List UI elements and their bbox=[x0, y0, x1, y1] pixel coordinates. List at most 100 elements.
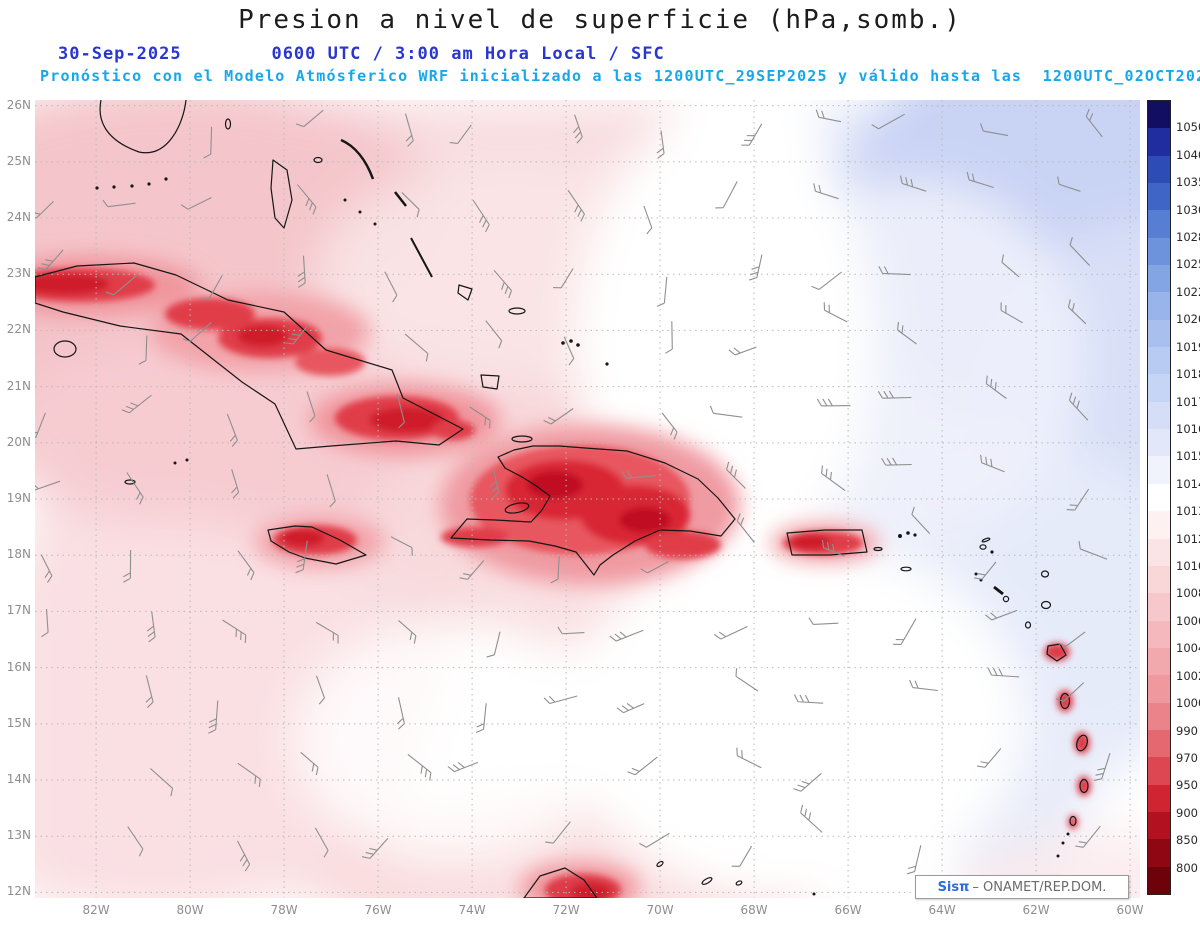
colorbar-segment bbox=[1148, 593, 1170, 621]
wind-barb bbox=[639, 832, 670, 848]
wind-barb bbox=[306, 391, 316, 423]
lat-lon-gridlines bbox=[35, 100, 1140, 898]
wind-barb bbox=[543, 408, 574, 425]
colorbar-segment bbox=[1148, 565, 1170, 594]
colorbar-label: 800 bbox=[1176, 860, 1198, 875]
colorbar-segment bbox=[1148, 866, 1170, 894]
cuba-coastline bbox=[35, 262, 464, 450]
lon-label: 76W bbox=[364, 903, 392, 917]
jamaica-coastline bbox=[267, 525, 367, 565]
florida-tip-coastline bbox=[99, 100, 187, 154]
wind-barb bbox=[37, 249, 64, 271]
lat-label: 25N bbox=[6, 153, 31, 168]
pressure-map-svg bbox=[35, 100, 1140, 898]
wind-barb bbox=[390, 536, 413, 556]
wind-barb bbox=[314, 827, 329, 858]
lat-label: 14N bbox=[6, 772, 31, 787]
wind-barb bbox=[472, 199, 490, 233]
wind-barb bbox=[736, 513, 755, 543]
watermark-text: – ONAMET/REP.DOM. bbox=[972, 879, 1107, 895]
lat-label: 20N bbox=[6, 434, 31, 449]
wind-barb bbox=[808, 617, 839, 625]
wind-barb bbox=[127, 826, 144, 857]
wind-barb bbox=[661, 412, 678, 440]
wind-barb bbox=[736, 747, 762, 769]
lon-label: 64W bbox=[928, 903, 956, 917]
coastlines bbox=[35, 100, 1089, 898]
wind-barb bbox=[985, 609, 1018, 621]
colorbar-segment bbox=[1148, 839, 1170, 867]
anguilla bbox=[981, 537, 991, 543]
colorbar-segment bbox=[1148, 811, 1170, 840]
st-vincent bbox=[1069, 815, 1077, 827]
wind-barb bbox=[906, 845, 922, 875]
wind-barb bbox=[203, 126, 213, 159]
colorbar-segment bbox=[1148, 374, 1170, 402]
lat-label: 17N bbox=[6, 603, 31, 618]
new-providence bbox=[313, 156, 323, 164]
wind-barb bbox=[41, 608, 49, 638]
wind-barb bbox=[553, 268, 574, 289]
colorbar-segment bbox=[1148, 319, 1170, 348]
wind-barb bbox=[976, 748, 1002, 768]
wind-barb bbox=[102, 199, 136, 208]
wind-barb bbox=[543, 695, 578, 705]
wind-barb bbox=[557, 626, 585, 635]
dominica bbox=[1059, 692, 1071, 710]
wind-barb bbox=[315, 621, 339, 644]
colorbar-segment bbox=[1148, 401, 1170, 430]
valid-time-line: 30-Sep-2025 0600 UTC / 3:00 am Hora Loca… bbox=[58, 44, 665, 64]
wind-barb bbox=[1078, 540, 1108, 560]
wind-barb bbox=[609, 629, 644, 642]
wind-barb bbox=[326, 474, 336, 508]
wind-barb bbox=[815, 109, 842, 123]
wind-barb bbox=[123, 549, 132, 583]
wind-barb bbox=[726, 461, 746, 489]
watermark-brand: Sisπ bbox=[937, 879, 970, 895]
colorbar-segment bbox=[1148, 237, 1170, 266]
colorbar-label: 1015 bbox=[1176, 449, 1200, 464]
wind-barb bbox=[35, 412, 46, 440]
wind-barb bbox=[182, 321, 212, 342]
wind-barb bbox=[821, 465, 846, 492]
wind-barb bbox=[469, 406, 491, 429]
wind-barb bbox=[180, 197, 212, 210]
wind-barb bbox=[811, 271, 842, 290]
lat-label: 26N bbox=[6, 97, 31, 112]
colorbar-label: 1002 bbox=[1176, 668, 1200, 683]
wind-barb bbox=[1055, 682, 1085, 702]
wind-barb bbox=[404, 333, 429, 362]
lat-label: 24N bbox=[6, 210, 31, 225]
lon-label: 66W bbox=[834, 903, 862, 917]
wind-barb bbox=[980, 454, 1005, 473]
wind-barb bbox=[404, 113, 414, 147]
colorbar-label: 1022 bbox=[1176, 284, 1200, 299]
eleuthera bbox=[340, 138, 375, 180]
montserrat bbox=[1024, 621, 1032, 629]
martinique bbox=[1076, 734, 1088, 752]
wind-barb bbox=[877, 390, 912, 399]
wind-barb bbox=[985, 375, 1007, 399]
wind-barb bbox=[237, 550, 255, 581]
wind-barb bbox=[1000, 302, 1023, 324]
terrain-low-cores bbox=[35, 268, 1091, 898]
colorbar-label: 1004 bbox=[1176, 641, 1200, 656]
wind-barb bbox=[567, 189, 585, 222]
grand-cayman bbox=[124, 479, 136, 485]
lat-label: 15N bbox=[6, 715, 31, 730]
wind-barb bbox=[401, 192, 420, 218]
wind-barb bbox=[709, 405, 743, 418]
wind-barb bbox=[731, 845, 753, 867]
colorbar-label: 1010 bbox=[1176, 559, 1200, 574]
aruba bbox=[656, 860, 664, 868]
map-area bbox=[35, 100, 1140, 898]
lat-label: 21N bbox=[6, 378, 31, 393]
colorbar-label: 950 bbox=[1176, 778, 1198, 793]
lat-label: 12N bbox=[6, 884, 31, 899]
colorbar-label: 990 bbox=[1176, 723, 1198, 738]
wind-barb bbox=[1068, 392, 1089, 421]
colorbar-label: 1019 bbox=[1176, 339, 1200, 354]
wind-barb bbox=[138, 335, 148, 365]
crooked-acklins bbox=[457, 284, 473, 301]
